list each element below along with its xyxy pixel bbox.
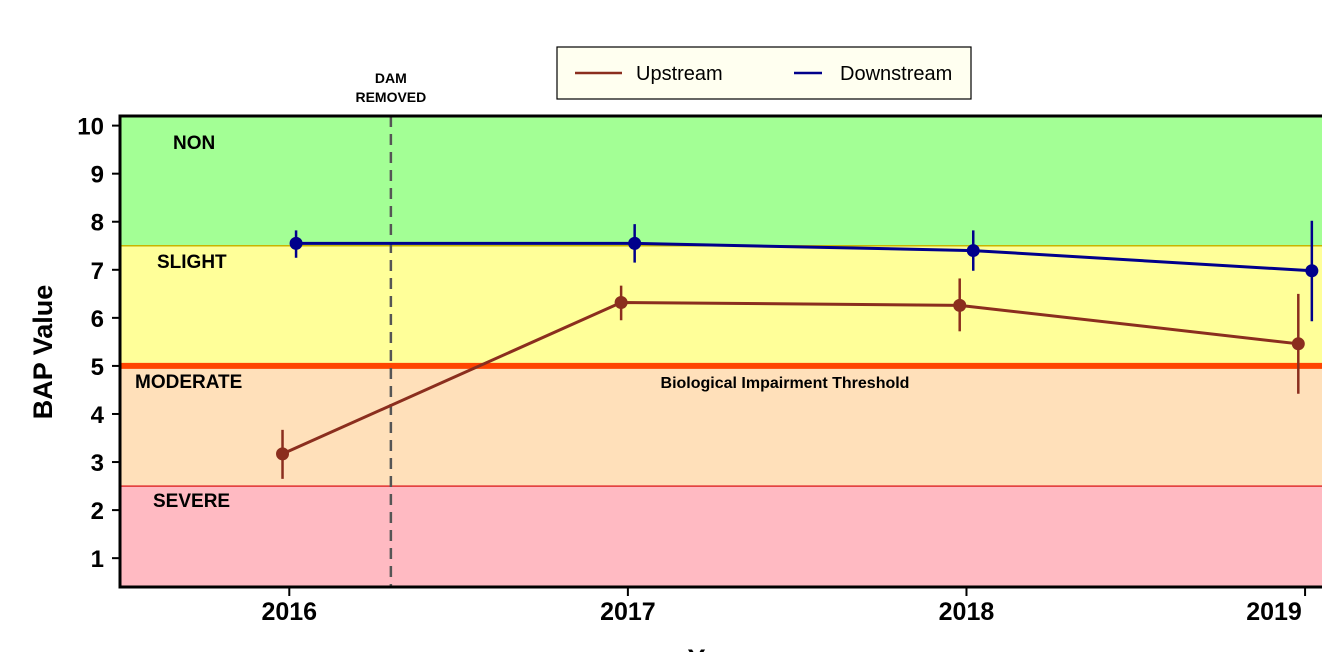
data-point-upstream	[276, 447, 290, 461]
y-tick-label: 2	[91, 498, 104, 525]
y-tick-label: 4	[91, 402, 105, 429]
legend-label-upstream: Upstream	[636, 63, 723, 85]
data-point-downstream	[1305, 264, 1319, 278]
threshold-label: Biological Impairment Threshold	[661, 375, 910, 392]
data-series	[276, 220, 1319, 479]
zone-severe	[120, 486, 1322, 587]
impairment-threshold: Biological Impairment Threshold	[120, 362, 1322, 392]
data-point-upstream	[953, 298, 967, 312]
plot-border	[118, 114, 1322, 589]
y-tick-label: 6	[91, 306, 104, 333]
y-tick-label: 7	[91, 258, 104, 285]
series-line-upstream	[281, 300, 1299, 456]
x-tick-label: 2017	[600, 598, 656, 626]
y-tick-label: 5	[91, 354, 104, 381]
data-point-downstream	[289, 236, 303, 250]
y-axis-title: BAP Value	[28, 285, 58, 420]
x-tick-label: 2019	[1246, 598, 1302, 626]
y-tick-label: 3	[91, 450, 104, 477]
x-tick-label: 2018	[939, 598, 995, 626]
zone-label-slight: SLIGHT	[157, 252, 227, 273]
zone-label-non: NON	[173, 133, 215, 154]
impairment-zones	[120, 116, 1322, 587]
data-point-downstream	[966, 244, 980, 258]
dam-removed-label-line2: REMOVED	[355, 89, 426, 105]
zone-moderate	[120, 365, 1322, 487]
legend: Upstream Downstream	[556, 46, 972, 100]
legend-label-downstream: Downstream	[840, 63, 952, 85]
y-tick-label: 10	[77, 114, 104, 141]
plot-frame	[118, 114, 1322, 589]
legend-box	[556, 46, 972, 100]
zone-labels: NON SLIGHT MODERATE SEVERE	[135, 133, 242, 512]
dam-removed-label-line1: DAM	[375, 70, 407, 86]
zone-label-severe: SEVERE	[153, 491, 230, 512]
y-tick-label: 1	[91, 546, 104, 573]
data-point-downstream	[628, 236, 642, 250]
dam-removed-annotation: DAM REMOVED	[355, 70, 426, 587]
x-axis-title: Year	[687, 644, 745, 652]
y-axis: 1 2 3 4 5 6 7 8 9 10	[77, 114, 120, 573]
zone-slight	[120, 245, 1322, 366]
zone-label-moderate: MODERATE	[135, 372, 242, 393]
x-tick-label: 2016	[261, 598, 317, 626]
x-axis: 2016 2017 2018 2019	[261, 587, 1307, 626]
zone-non	[120, 116, 1322, 246]
series-line-downstream	[296, 241, 1312, 273]
data-point-upstream	[614, 295, 628, 309]
data-point-upstream	[1291, 337, 1305, 351]
y-tick-label: 9	[91, 162, 104, 189]
y-tick-label: 8	[91, 210, 104, 237]
